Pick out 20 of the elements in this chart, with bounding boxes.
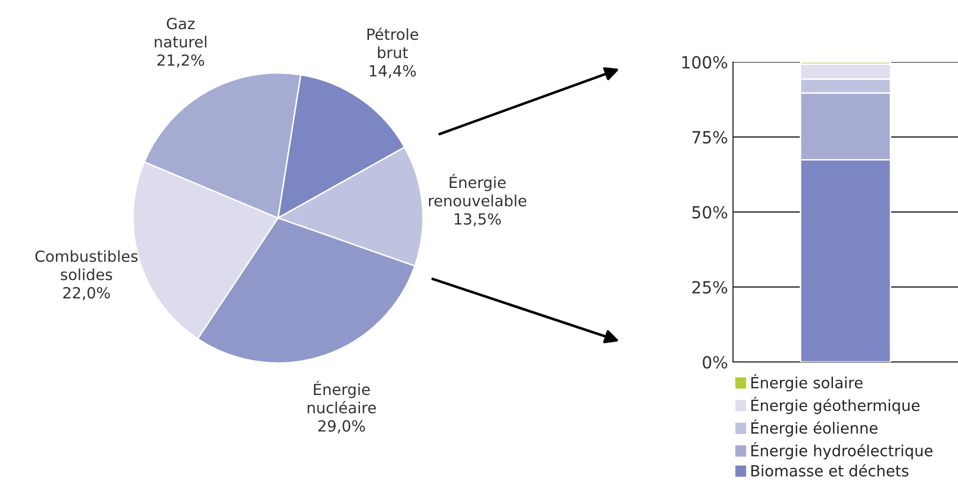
y-tick-label: 100%: [682, 56, 728, 69]
slice-label: Combustibles solides: [35, 250, 138, 280]
y-tick-label: 75%: [692, 130, 728, 144]
y-tick-label: 0%: [702, 356, 728, 369]
data-label: 14,4%: [370, 65, 416, 78]
data-label: 29,0%: [318, 420, 365, 434]
data-label: 13,5%: [454, 213, 501, 226]
legend-label: Biomasse et déchets: [751, 464, 908, 477]
slice-label: Gaz naturel: [154, 18, 206, 48]
y-tick-label: 25%: [692, 280, 728, 294]
legend-label: Énergie géothermique: [751, 396, 920, 414]
legend-label: Énergie solaire: [751, 374, 863, 392]
slice-label: Énergie nucléaire: [308, 380, 376, 414]
y-tick-label: 50%: [692, 206, 728, 219]
slice-label: Pétrole brut: [367, 28, 418, 58]
legend-label: Énergie hydroélectrique: [751, 442, 932, 460]
data-label: 21,2%: [157, 54, 204, 68]
slice-label: Énergie renouvelable: [429, 174, 526, 206]
data-label: 22,0%: [63, 286, 110, 300]
legend-label: Énergie éolienne: [751, 419, 878, 437]
